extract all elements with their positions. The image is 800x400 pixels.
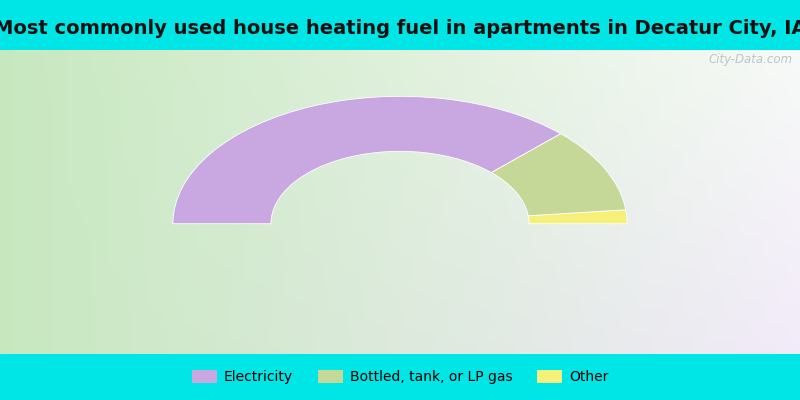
- Wedge shape: [173, 96, 561, 224]
- Text: City-Data.com: City-Data.com: [708, 53, 792, 66]
- Legend: Electricity, Bottled, tank, or LP gas, Other: Electricity, Bottled, tank, or LP gas, O…: [186, 364, 614, 390]
- Wedge shape: [528, 210, 627, 224]
- Wedge shape: [491, 134, 626, 216]
- Text: Most commonly used house heating fuel in apartments in Decatur City, IA: Most commonly used house heating fuel in…: [0, 20, 800, 38]
